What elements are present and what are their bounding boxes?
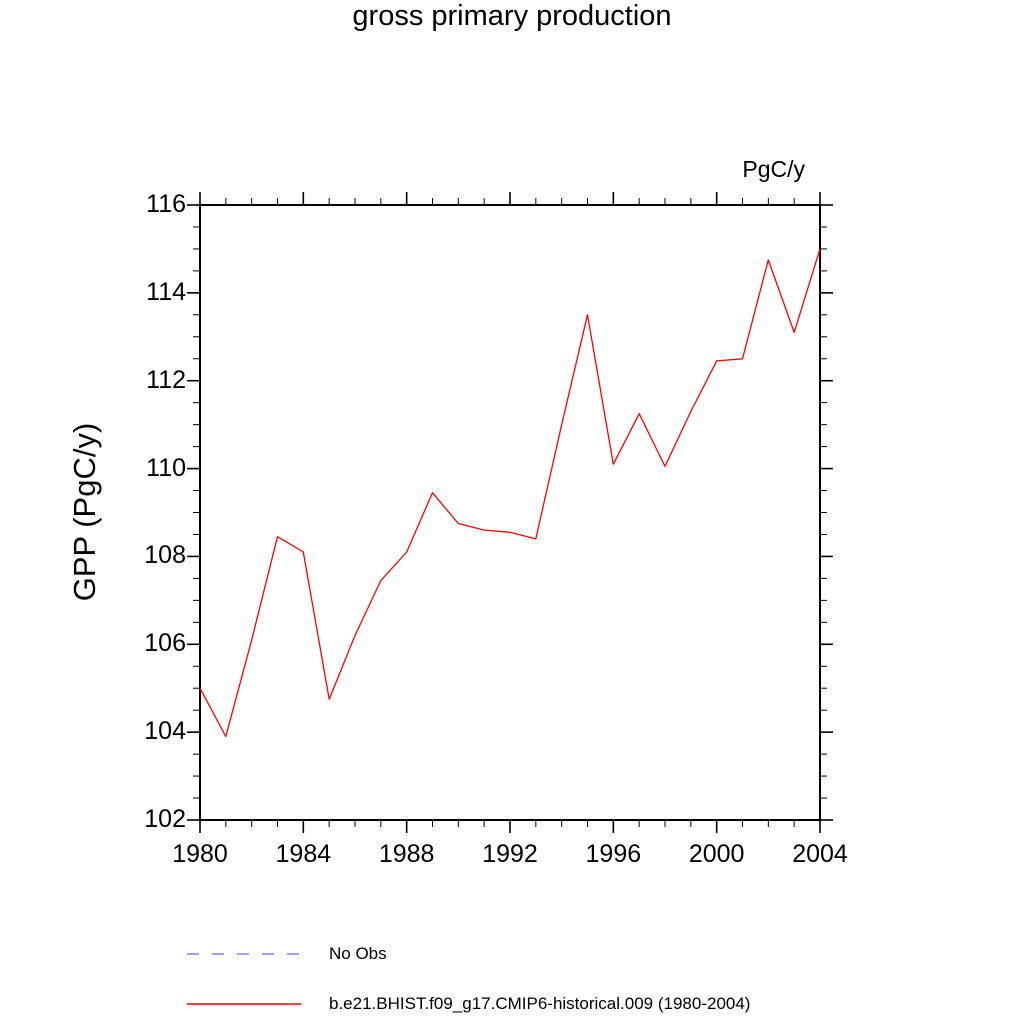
y-tick-label: 112 — [146, 365, 186, 394]
legend-item-series: b.e21.BHIST.f09_g17.CMIP6-historical.009… — [185, 994, 750, 1014]
y-tick-label: 106 — [144, 629, 186, 658]
y-tick-label: 114 — [146, 277, 186, 306]
y-tick-label: 116 — [146, 190, 186, 218]
series-line-sample-icon — [187, 1003, 301, 1005]
units-label: PgC/y — [742, 156, 805, 182]
x-tick-label: 1984 — [275, 840, 332, 868]
legend-label-no-obs: No Obs — [329, 944, 387, 963]
y-tick-label: 108 — [144, 541, 186, 570]
data-line-b-e21-bhist-f09-g17-cmip6-historical-009-1980-2004- — [199, 248, 821, 738]
legend-item-no-obs: No Obs — [185, 944, 387, 964]
x-tick-label: 1988 — [378, 840, 435, 868]
x-tick-label: 1980 — [172, 840, 228, 868]
x-tick-label: 2000 — [688, 840, 745, 868]
chart-title: gross primary production — [352, 0, 672, 32]
plot-frame — [199, 204, 821, 821]
x-tick-label: 1992 — [482, 840, 538, 868]
no-obs-line-sample-icon — [187, 953, 301, 955]
y-tick-label: 110 — [146, 453, 186, 482]
x-tick-label: 1996 — [585, 840, 642, 868]
y-tick-label: 104 — [144, 717, 186, 746]
x-tick-label: 2004 — [792, 840, 848, 868]
legend-label-series: b.e21.BHIST.f09_g17.CMIP6-historical.009… — [329, 994, 751, 1013]
y-tick-label: 102 — [144, 805, 186, 833]
